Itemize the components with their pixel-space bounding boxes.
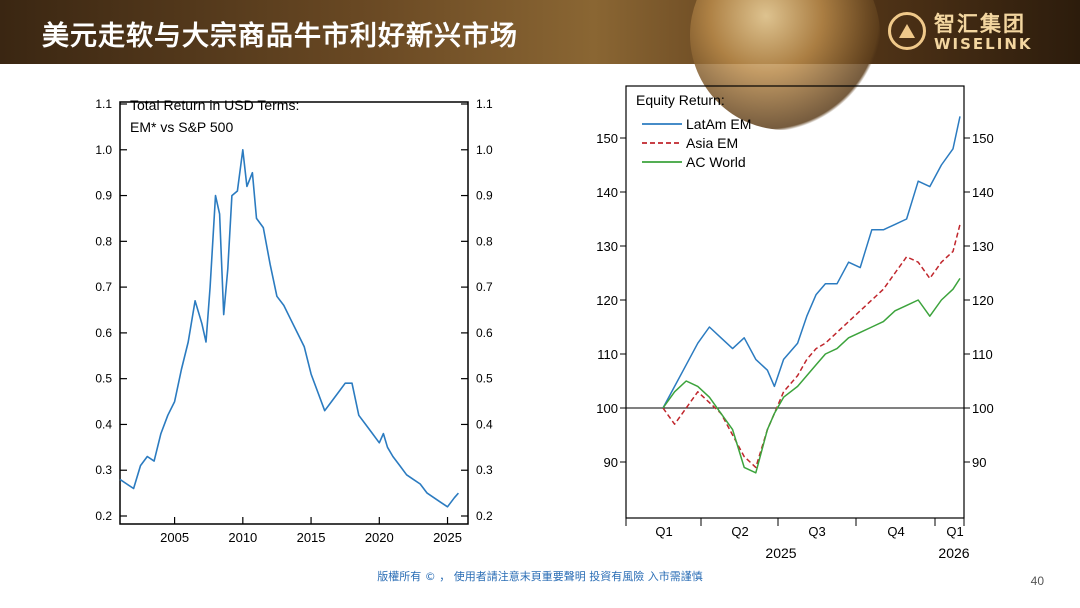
year-label-2026: 2026 <box>938 545 969 561</box>
x-tick-label: Q2 <box>731 524 748 539</box>
y-tick-label-left: 100 <box>596 401 618 416</box>
chart-title: Equity Return: <box>636 92 725 108</box>
y-tick-label-right: 0.5 <box>476 372 493 386</box>
y-tick-label-right: 0.2 <box>476 509 493 523</box>
series-line-ac-world <box>662 277 961 474</box>
y-tick-label-left: 150 <box>596 131 618 146</box>
y-tick-label-right: 130 <box>972 239 994 254</box>
legend: LatAm EM Asia EM AC World <box>642 116 751 170</box>
x-tick-label: 2005 <box>160 530 189 545</box>
series-line-latam-em <box>662 116 961 409</box>
chart-subtitle: EM* vs S&P 500 <box>130 119 233 135</box>
chart-title: Total Return in USD Terms: <box>130 97 299 113</box>
y-tick-label-left: 90 <box>604 455 618 470</box>
page-number: 40 <box>1030 574 1044 588</box>
y-tick-label-left: 1.1 <box>95 97 112 111</box>
x-tick-label: Q4 <box>887 524 904 539</box>
series-line-0 <box>119 149 460 508</box>
y-tick-label-left: 0.3 <box>95 463 112 477</box>
x-tick-label: 2015 <box>297 530 326 545</box>
equity-return-chart: 90 90 100 100 110 110 120 120 130 130 140 140 150 150… <box>596 85 994 561</box>
x-tick-label: 2010 <box>228 530 257 545</box>
y-tick-label-left: 0.6 <box>95 326 112 340</box>
y-tick-label-left: 130 <box>596 239 618 254</box>
y-tick-label-left: 0.5 <box>95 372 112 386</box>
page-title: 美元走软与大宗商品牛市利好新兴市场 <box>42 21 518 52</box>
y-tick-label-right: 0.6 <box>476 326 493 340</box>
series-line-asia-em <box>662 224 961 469</box>
plot-frame <box>119 101 469 525</box>
x-tick-label: Q1 <box>946 524 963 539</box>
y-tick-label-left: 0.4 <box>95 417 112 431</box>
year-label-2025: 2025 <box>765 545 796 561</box>
y-tick-label-right: 100 <box>972 401 994 416</box>
y-tick-label-right: 140 <box>972 185 994 200</box>
x-tick-label: Q1 <box>655 524 672 539</box>
y-tick-label-right: 0.4 <box>476 417 493 431</box>
logo-text-en: WISELINK <box>934 35 1033 53</box>
x-tick-label: Q3 <box>808 524 825 539</box>
logo-icon <box>888 12 926 50</box>
y-tick-label-right: 0.3 <box>476 463 493 477</box>
y-tick-label-left: 0.8 <box>95 234 112 248</box>
y-tick-label-left: 0.9 <box>95 189 112 203</box>
y-tick-label-right: 0.7 <box>476 280 493 294</box>
y-tick-label-right: 110 <box>972 347 993 362</box>
x-tick-label: 2025 <box>433 530 462 545</box>
header-banner: 美元走软与大宗商品牛市利好新兴市场 智汇集团 WISELINK <box>0 0 1080 130</box>
y-tick-label-left: 120 <box>596 293 618 308</box>
y-tick-label-right: 90 <box>972 455 986 470</box>
footer-disclaimer: 版權所有 © ， 使用者請注意末頁重要聲明 投資有風險 入市需謹慎 <box>377 570 703 583</box>
y-tick-label-left: 1.0 <box>95 143 112 157</box>
logo-text-cn: 智汇集团 <box>934 12 1026 36</box>
y-tick-label-right: 0.8 <box>476 234 493 248</box>
y-tick-label-right: 1.1 <box>476 97 493 111</box>
legend-label-acworld: AC World <box>686 154 746 170</box>
y-tick-label-left: 0.2 <box>95 509 112 523</box>
y-tick-label-right: 120 <box>972 293 994 308</box>
y-tick-label-left: 110 <box>597 347 618 362</box>
x-tick-label: 2020 <box>365 530 394 545</box>
y-tick-label-right: 1.0 <box>476 143 493 157</box>
y-tick-label-right: 0.9 <box>476 189 493 203</box>
plot-frame <box>625 85 965 519</box>
y-tick-label-right: 150 <box>972 131 994 146</box>
legend-label-latam: LatAm EM <box>686 116 751 132</box>
em-vs-sp500-chart: 0.2 0.2 0.3 0.3 0.4 0.4 0.5 0.5 0.6 0.6 0.7 0.7 0.8 0… <box>95 97 493 545</box>
legend-label-asia: Asia EM <box>686 135 738 151</box>
company-logo: 智汇集团 WISELINK <box>888 8 1058 56</box>
y-tick-label-left: 0.7 <box>95 280 112 294</box>
y-tick-label-left: 140 <box>596 185 618 200</box>
